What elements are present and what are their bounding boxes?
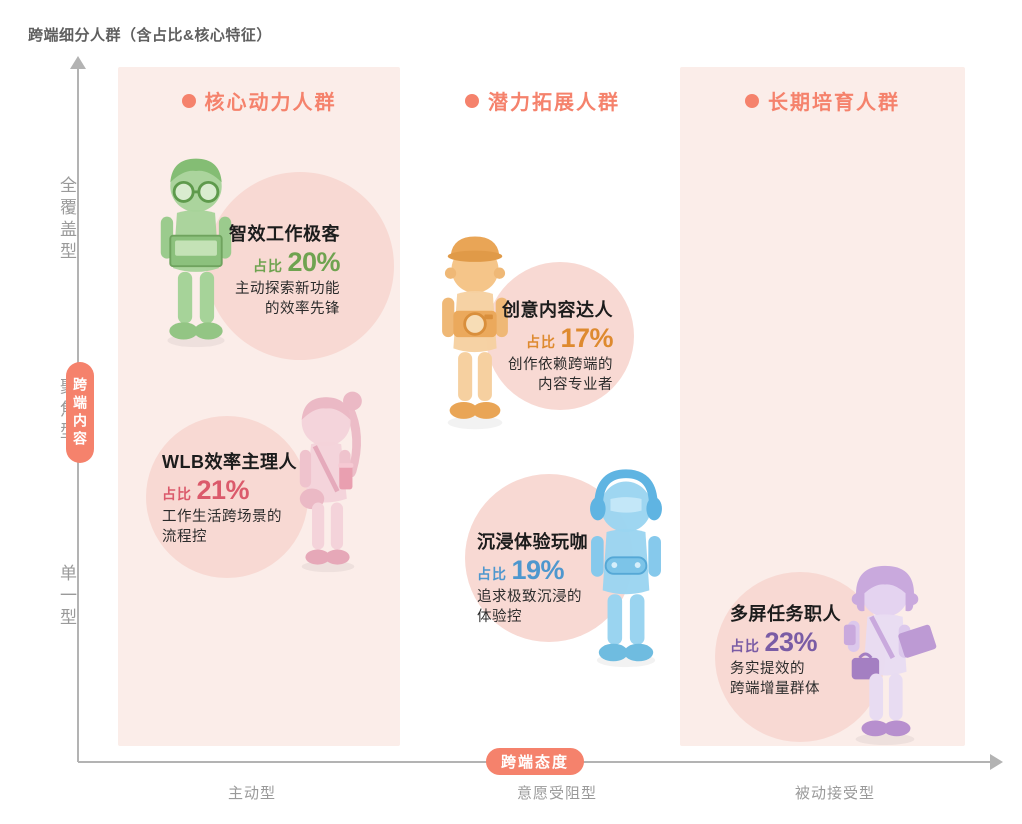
x-axis-label-active: 主动型 <box>227 785 276 802</box>
y-axis-badge: 跨端内容 <box>66 362 94 463</box>
share-label: 占比 <box>526 334 556 350</box>
persona-card-immersive: 沉浸体验玩咖 占比 19% 追求极致沉浸的 体验控 <box>477 528 627 627</box>
group-header-potential: 潜力拓展人群 <box>420 86 665 115</box>
persona-name: WLB效率主理人 <box>162 452 297 472</box>
persona-name: 多屏任务职人 <box>730 604 841 624</box>
group-header-label: 核心动力人群 <box>204 92 337 114</box>
persona-share: 占比 21% <box>162 477 322 504</box>
page-title: 跨端细分人群（含占比&核心特征） <box>28 27 272 44</box>
x-axis-badge: 跨端态度 <box>486 748 584 775</box>
green-glasses-laptop-boy-figure-icon <box>160 158 232 348</box>
group-header-label: 长期培育人群 <box>768 92 900 114</box>
share-label: 占比 <box>162 486 192 502</box>
persona-name: 沉浸体验玩咖 <box>477 532 588 552</box>
persona-name: 智效工作极客 <box>229 224 340 244</box>
share-percent: 19% <box>511 555 564 585</box>
share-percent: 23% <box>764 627 817 657</box>
share-label: 占比 <box>253 258 283 274</box>
share-percent: 20% <box>287 247 340 277</box>
x-axis-label-passive: 被动接受型 <box>794 785 875 802</box>
group-dot-icon <box>465 94 479 108</box>
persona-card-wlb: WLB效率主理人 占比 21% 工作生活跨场景的 流程控 <box>162 448 322 547</box>
share-label: 占比 <box>477 566 507 582</box>
persona-share: 占比 23% <box>730 629 885 656</box>
persona-card-smart-geek: 智效工作极客 占比 20% 主动探索新功能 的效率先锋 <box>192 220 340 319</box>
group-dot-icon <box>745 94 759 108</box>
share-label: 占比 <box>730 638 760 654</box>
blue-headphones-gamer-figure-icon <box>590 469 662 668</box>
persona-bubble-creator <box>486 262 634 410</box>
persona-desc: 工作生活跨场景的 流程控 <box>162 509 282 545</box>
persona-share: 占比 17% <box>468 325 613 352</box>
group-dot-icon <box>181 94 196 108</box>
share-percent: 21% <box>196 475 249 505</box>
persona-bubble-wlb <box>146 416 308 578</box>
x-axis-arrow-icon <box>990 754 1003 770</box>
persona-share: 占比 20% <box>192 249 340 276</box>
persona-desc: 追求极致沉浸的 体验控 <box>477 589 582 625</box>
persona-desc: 创作依赖跨端的 内容专业者 <box>508 357 613 393</box>
persona-card-creator: 创意内容达人 占比 17% 创作依赖跨端的 内容专业者 <box>468 296 613 395</box>
y-axis-label-single: 单一型 <box>57 564 76 630</box>
persona-desc: 务实提效的 跨端增量群体 <box>730 661 820 697</box>
share-percent: 17% <box>560 323 613 353</box>
pink-ponytail-cup-girl-figure-icon <box>299 391 362 573</box>
x-axis-label-blocked: 意愿受阻型 <box>516 785 597 802</box>
persona-name: 创意内容达人 <box>502 300 613 320</box>
persona-card-multiscreen: 多屏任务职人 占比 23% 务实提效的 跨端增量群体 <box>730 600 885 699</box>
orange-cap-camera-boy-figure-icon <box>442 236 508 430</box>
persona-bubble-smart-geek <box>206 172 394 360</box>
persona-share: 占比 19% <box>477 557 627 584</box>
persona-desc: 主动探索新功能 的效率先锋 <box>235 281 340 317</box>
group-header-core: 核心动力人群 <box>118 86 400 115</box>
group-header-longterm: 长期培育人群 <box>680 86 965 115</box>
y-axis-label-full-coverage: 全覆盖型 <box>57 176 76 264</box>
y-axis-arrow-icon <box>70 56 86 69</box>
group-header-label: 潜力拓展人群 <box>488 92 620 114</box>
purple-multiscreen-girl-figure-icon <box>843 565 937 746</box>
